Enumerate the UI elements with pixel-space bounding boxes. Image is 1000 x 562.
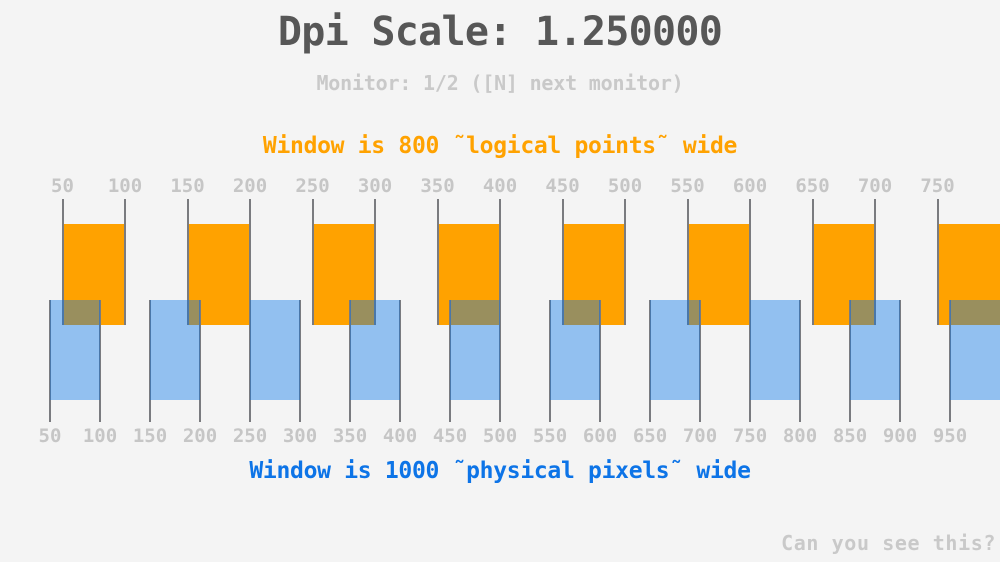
physical-ruler-tick [749,300,751,422]
physical-ruler-tick [249,300,251,422]
physical-ruler-label: 100 [82,425,118,447]
logical-ruler-tick [874,199,876,325]
physical-ruler-tick [949,300,951,422]
physical-ruler-tick [899,300,901,422]
physical-pixels-bar [450,300,500,400]
physical-ruler-tick [199,300,201,422]
logical-ruler-label: 150 [170,175,205,197]
logical-points-bar [437,224,500,325]
physical-ruler-tick [99,300,101,422]
visibility-question-text: Can you see this? [781,531,996,555]
logical-width-heading: Window is 800 ˜logical points˜ wide [262,133,738,159]
physical-ruler-tick [399,300,401,422]
physical-ruler-label: 900 [882,425,918,447]
physical-ruler-label: 450 [432,425,468,447]
physical-ruler-tick [299,300,301,422]
physical-ruler-tick [549,300,551,422]
physical-ruler-label: 650 [632,425,668,447]
logical-ruler-label: 250 [295,175,330,197]
logical-ruler-tick [374,199,376,325]
physical-width-heading: Window is 1000 ˜physical pixels˜ wide [249,458,751,484]
physical-ruler-label: 150 [132,425,168,447]
physical-ruler-label: 300 [282,425,318,447]
logical-ruler-tick [561,199,564,325]
physical-pixels-bar [950,300,1000,400]
physical-ruler-label: 400 [382,425,418,447]
logical-ruler-label: 400 [482,175,518,197]
logical-ruler-label: 550 [670,175,705,197]
logical-ruler-tick [624,199,626,325]
logical-ruler-tick [124,199,126,325]
physical-ruler-label: 750 [732,425,768,447]
physical-ruler-tick [49,300,51,422]
logical-ruler-label: 700 [857,175,893,197]
logical-points-bar [937,224,1000,325]
physical-ruler-tick [349,300,351,422]
physical-ruler-label: 350 [332,425,368,447]
physical-pixels-bar [750,300,800,400]
physical-ruler-label: 850 [832,425,868,447]
logical-ruler-label: 650 [795,175,830,197]
logical-ruler-label: 300 [357,175,393,197]
physical-ruler-label: 600 [582,425,618,447]
logical-ruler-tick [311,199,314,325]
physical-pixels-bar [150,300,200,400]
logical-ruler-tick [686,199,689,325]
physical-ruler-tick [649,300,651,422]
logical-ruler-label: 750 [920,175,955,197]
physical-ruler-tick [599,300,601,422]
physical-ruler-label: 800 [782,425,818,447]
logical-ruler-label: 50 [51,175,74,197]
logical-points-bar [62,224,125,325]
logical-ruler-label: 450 [545,175,580,197]
physical-pixels-bar [250,300,300,400]
logical-ruler-tick [249,199,251,325]
physical-ruler-label: 550 [532,425,568,447]
physical-ruler-tick [699,300,701,422]
logical-ruler-label: 200 [232,175,268,197]
physical-ruler-tick [799,300,801,422]
logical-ruler-label: 350 [420,175,455,197]
logical-ruler-tick [499,199,501,325]
logical-ruler-tick [936,199,939,325]
logical-ruler-tick [61,199,64,325]
physical-ruler-label: 50 [38,425,62,447]
logical-points-bar [562,224,625,325]
physical-ruler-label: 200 [182,425,218,447]
logical-ruler-tick [186,199,189,325]
physical-ruler-tick [449,300,451,422]
logical-ruler-label: 100 [107,175,143,197]
logical-points-bar [812,224,875,325]
physical-pixels-bar [50,300,100,400]
physical-ruler-label: 950 [932,425,968,447]
physical-pixels-bar [350,300,400,400]
logical-ruler-label: 500 [607,175,643,197]
logical-points-bar [312,224,375,325]
logical-points-bar [687,224,750,325]
physical-pixels-bar [650,300,700,400]
monitor-status-text: Monitor: 1/2 ([N] next monitor) [316,71,684,95]
logical-ruler-tick [811,199,814,325]
physical-ruler-tick [499,300,501,422]
logical-ruler-label: 600 [732,175,768,197]
logical-ruler-tick [749,199,751,325]
physical-pixels-bar [850,300,900,400]
physical-ruler-tick [149,300,151,422]
page-title: Dpi Scale: 1.250000 [277,9,723,55]
logical-ruler-tick [436,199,439,325]
physical-pixels-bar [550,300,600,400]
physical-ruler-label: 500 [482,425,518,447]
physical-ruler-label: 250 [232,425,268,447]
physical-ruler-tick [849,300,851,422]
logical-points-bar [187,224,250,325]
physical-ruler-label: 700 [682,425,718,447]
